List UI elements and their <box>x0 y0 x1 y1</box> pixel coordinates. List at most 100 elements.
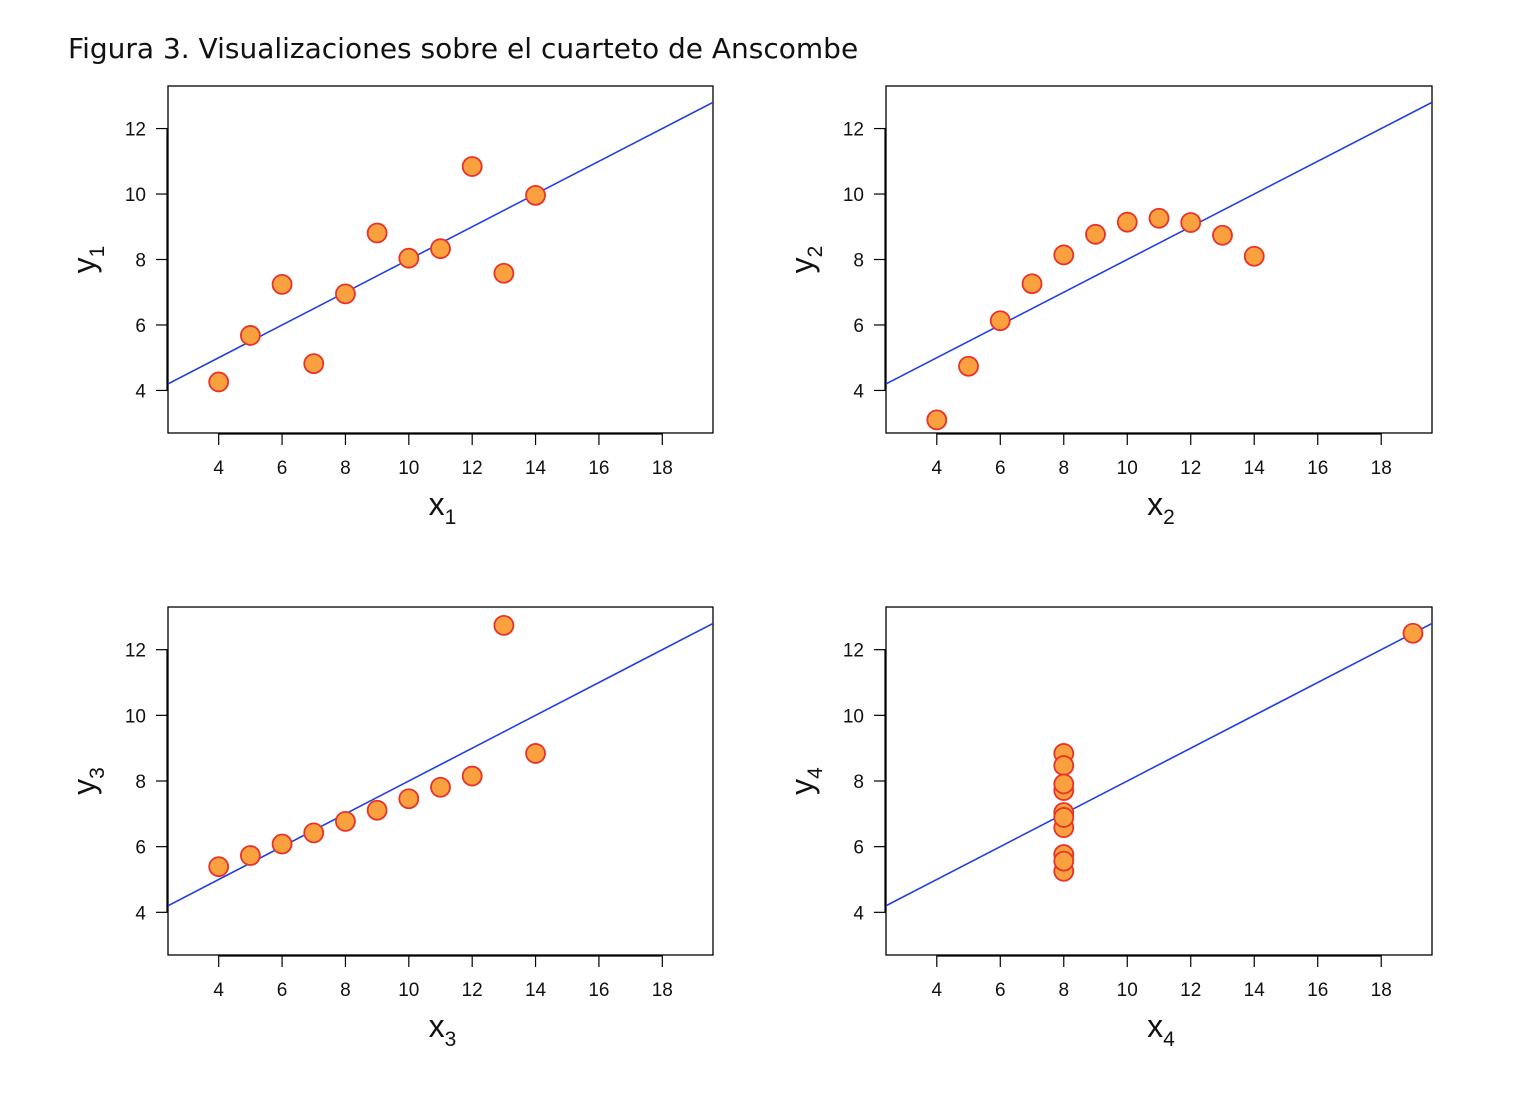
data-point <box>461 765 483 787</box>
regression-line <box>886 101 1432 385</box>
y-axis-label-text: y <box>784 779 820 795</box>
y-tick-label: 6 <box>135 838 146 859</box>
x-tick-label: 18 <box>1371 458 1392 479</box>
plot-frame <box>885 606 1433 956</box>
x-tick-label: 12 <box>1180 458 1201 479</box>
y-tick-label: 4 <box>853 903 864 924</box>
data-point <box>430 776 451 798</box>
data-point <box>303 353 325 375</box>
plot-frame <box>167 85 714 434</box>
y-tick-label: 10 <box>125 706 146 727</box>
y-tick-label: 6 <box>135 316 146 337</box>
y-tick-label: 8 <box>135 251 146 272</box>
y-tick-label: 12 <box>843 120 864 141</box>
x-tick-label: 4 <box>932 980 943 1001</box>
y-axis-label: y2 <box>784 246 827 274</box>
x-tick-label: 16 <box>1307 980 1328 1001</box>
data-point <box>958 355 979 377</box>
data-point <box>208 856 230 878</box>
x-axis-label-subscript: 1 <box>445 506 457 529</box>
data-point <box>525 184 546 206</box>
x-tick-label: 12 <box>462 980 483 1001</box>
x-axis-label: x2 <box>1147 486 1175 529</box>
x-tick-label: 8 <box>1058 980 1069 1001</box>
x-tick-label: 10 <box>1117 458 1138 479</box>
x-axis-label-text: x <box>429 486 445 522</box>
data-point <box>271 273 293 295</box>
y-tick-label: 10 <box>843 706 864 727</box>
data-point <box>1053 807 1075 828</box>
x-tick-label: 12 <box>462 458 483 479</box>
x-tick-label: 4 <box>213 458 224 479</box>
y-axis-label-text: y <box>66 779 102 795</box>
x-tick-label: 16 <box>1307 458 1328 479</box>
y-tick-label: 10 <box>843 185 864 206</box>
y-axis-label: y1 <box>66 246 109 274</box>
x-tick-label: 10 <box>1117 980 1138 1001</box>
y-axis-label-subscript: 3 <box>86 767 109 779</box>
data-point <box>1243 245 1265 267</box>
data-point <box>239 845 261 866</box>
data-point <box>1053 244 1075 266</box>
y-axis-label: y4 <box>784 767 827 795</box>
y-tick-label: 8 <box>853 251 864 272</box>
x-axis-label: x3 <box>429 1008 457 1051</box>
x-tick-label: 12 <box>1180 980 1201 1001</box>
x-tick-label: 8 <box>340 458 351 479</box>
y-tick-label: 4 <box>853 381 864 402</box>
x-tick-label: 14 <box>525 458 547 479</box>
data-point <box>430 238 451 260</box>
x-tick-label: 6 <box>995 458 1006 479</box>
y-tick-label: 8 <box>853 772 864 793</box>
x-tick-label: 10 <box>398 980 419 1001</box>
data-point <box>335 810 356 832</box>
data-point <box>926 409 948 431</box>
x-tick-label: 6 <box>995 980 1006 1001</box>
data-point <box>1180 212 1202 233</box>
y-tick-label: 12 <box>125 120 146 141</box>
data-point <box>493 614 515 636</box>
y-tick-label: 8 <box>135 772 146 793</box>
data-point <box>398 247 420 269</box>
data-point <box>1116 211 1138 233</box>
x-axis-label: x1 <box>429 486 457 529</box>
data-point <box>335 283 356 305</box>
x-axis-label-text: x <box>1147 486 1163 522</box>
x-tick-label: 16 <box>588 980 609 1001</box>
data-point <box>493 262 515 284</box>
x-tick-label: 14 <box>1244 458 1266 479</box>
x-tick-label: 10 <box>398 458 419 479</box>
x-axis-label-subscript: 4 <box>1163 1028 1175 1051</box>
x-tick-label: 4 <box>213 980 224 1001</box>
y-axis-label: y3 <box>66 767 109 795</box>
y-tick-label: 12 <box>843 641 864 662</box>
y-axis-label-text: y <box>784 257 820 273</box>
data-point <box>1085 223 1106 245</box>
data-point <box>1053 755 1075 776</box>
y-axis-label-subscript: 1 <box>86 246 109 258</box>
data-point <box>989 310 1011 332</box>
y-tick-label: 12 <box>125 641 146 662</box>
x-tick-label: 8 <box>1058 458 1069 479</box>
x-tick-label: 14 <box>1244 980 1266 1001</box>
x-axis-label-text: x <box>1147 1008 1163 1044</box>
x-tick-label: 6 <box>277 980 288 1001</box>
data-point <box>1212 224 1233 246</box>
data-point <box>1053 773 1075 795</box>
figure-title: Figura 3. Visualizaciones sobre el cuart… <box>68 32 859 65</box>
x-tick-label: 6 <box>277 458 288 479</box>
y-tick-label: 4 <box>135 381 146 402</box>
y-axis-label-subscript: 2 <box>804 246 827 258</box>
x-tick-label: 8 <box>340 980 351 1001</box>
data-point <box>239 325 261 346</box>
x-axis-label-subscript: 3 <box>445 1028 457 1051</box>
x-tick-label: 18 <box>652 458 673 479</box>
y-tick-label: 4 <box>135 903 146 924</box>
y-tick-label: 6 <box>853 838 864 859</box>
data-point <box>1053 850 1075 872</box>
